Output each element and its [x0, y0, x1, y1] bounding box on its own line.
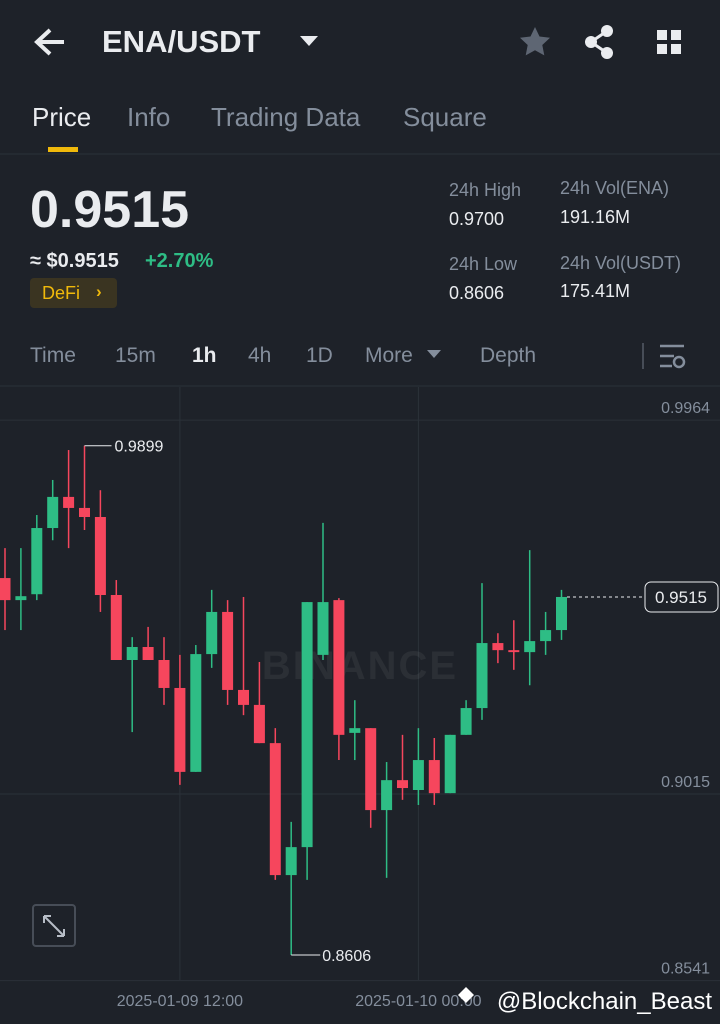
- y-tick-label: 0.8541: [661, 961, 710, 978]
- last-price-box: [644, 581, 719, 613]
- back-icon[interactable]: [34, 28, 64, 56]
- y-tick-label: 0.9964: [661, 400, 710, 417]
- candle-body: [412, 760, 424, 790]
- grid-icon[interactable]: [657, 30, 681, 54]
- candle-body: [253, 704, 265, 744]
- candle-body: [365, 728, 377, 811]
- interval[interactable]: 1h: [192, 344, 217, 367]
- tab[interactable]: Trading Data: [211, 102, 361, 132]
- candle-body: [285, 847, 297, 876]
- candle-body: [524, 641, 536, 653]
- x-tick-label: 2025-01-09 12:00: [117, 993, 243, 1010]
- candle-body: [222, 611, 234, 690]
- candle-body: [15, 596, 27, 601]
- candle-body: [397, 780, 408, 789]
- candle-body: [0, 578, 11, 601]
- candle-body: [301, 602, 313, 848]
- stat-value: 191.16M: [560, 207, 631, 227]
- interval[interactable]: 15m: [115, 344, 156, 367]
- expand-frame: [32, 904, 76, 947]
- watermark: BINANCE: [262, 644, 458, 688]
- share-icon[interactable]: [585, 25, 613, 59]
- interval[interactable]: 1D: [306, 344, 333, 367]
- candle-body: [110, 595, 122, 660]
- stat-value: 0.9700: [449, 209, 505, 229]
- stat-label: 24h Low: [449, 254, 518, 274]
- credit-logo: [458, 987, 474, 1003]
- candle-body: [174, 687, 186, 772]
- pair-caret[interactable]: [300, 36, 318, 46]
- candle-body: [492, 643, 504, 651]
- candle-body: [444, 734, 456, 794]
- candle-body: [190, 654, 202, 772]
- candle-body: [47, 496, 59, 529]
- expand-arrows: [43, 915, 65, 937]
- interval[interactable]: More: [365, 344, 413, 367]
- tab[interactable]: Price: [32, 102, 92, 132]
- last-price-label: 0.9515: [655, 588, 707, 607]
- stat-value: 0.8606: [449, 283, 505, 303]
- candle-body: [333, 600, 345, 735]
- tab[interactable]: Info: [127, 102, 171, 132]
- price-change: +2.70%: [145, 250, 214, 272]
- tag-box[interactable]: [30, 278, 117, 308]
- stat-label: 24h Vol(USDT): [560, 253, 682, 273]
- expand-icon[interactable]: [32, 904, 76, 947]
- candle-body: [317, 602, 329, 655]
- x-tick-label: 2025-01-10 00:00: [355, 993, 481, 1010]
- candle-body: [63, 496, 75, 508]
- candle-body: [126, 647, 138, 660]
- candle-body: [238, 689, 249, 705]
- candle-body: [206, 611, 218, 655]
- candle-body: [508, 650, 520, 653]
- candle-body: [94, 517, 106, 595]
- candle-body: [476, 643, 488, 709]
- candle-body: [428, 760, 440, 794]
- high-marker: 0.9899: [115, 439, 164, 456]
- candle-body: [31, 528, 43, 595]
- last-price: 0.9515: [30, 181, 190, 239]
- candle-chart: 0.9964 0.9015 0.8541 2025-01-09 12:00 2025-0…: [0, 387, 720, 1015]
- tab-underline: [48, 147, 78, 152]
- pair-title: ENA/USDT: [102, 24, 261, 59]
- chrome-icons: [0, 25, 720, 387]
- low-marker: 0.8606: [322, 948, 371, 965]
- more-caret[interactable]: [427, 350, 441, 358]
- star-icon[interactable]: [520, 27, 550, 56]
- tag-chevron: ›: [96, 282, 102, 301]
- candle-body: [349, 728, 361, 733]
- candle-body: [381, 780, 393, 811]
- settings-icon[interactable]: [660, 344, 686, 369]
- interval[interactable]: Time: [30, 344, 76, 367]
- candle-body: [556, 596, 567, 631]
- stat-label: 24h Vol(ENA): [560, 178, 670, 198]
- candle-body: [269, 743, 281, 876]
- candle-body: [79, 507, 90, 517]
- y-tick-label: 0.9015: [661, 774, 710, 791]
- tag[interactable]: DeFi: [42, 283, 81, 303]
- interval[interactable]: 4h: [248, 344, 272, 367]
- credit: @Blockchain_Beast: [497, 988, 712, 1015]
- interval[interactable]: Depth: [480, 344, 537, 367]
- candle-body: [158, 660, 170, 688]
- candle-body: [460, 708, 472, 735]
- tab[interactable]: Square: [403, 102, 487, 132]
- stat-label: 24h High: [449, 180, 522, 200]
- stat-value: 175.41M: [560, 281, 631, 301]
- candle-body: [540, 630, 552, 642]
- candle-body: [142, 647, 154, 660]
- fiat-price: ≈ $0.9515: [30, 250, 119, 272]
